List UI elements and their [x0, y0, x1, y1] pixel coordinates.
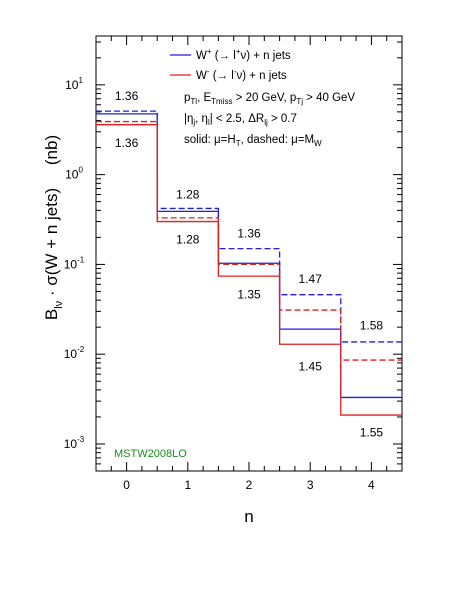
ratio-label: 1.45 — [299, 359, 323, 373]
ratio-label: 1.28 — [176, 232, 200, 246]
ratio-label: 1.36 — [237, 227, 261, 241]
x-tick-label: 0 — [123, 478, 130, 492]
legend-label-wminus: W- (→ l-ν) + n jets — [196, 67, 287, 82]
x-axis-label: n — [244, 507, 253, 526]
series-wminus-dashed — [96, 120, 402, 361]
legend-label-wplus: W+ (→ l+ν) + n jets — [196, 47, 291, 62]
cuts-line-2: |ηj, ηl| < 2.5, ΔRlj > 0.7 — [184, 113, 297, 127]
y-tick-label: 100 — [65, 166, 83, 182]
legend: W+ (→ l+ν) + n jets W- (→ l-ν) + n jets — [170, 47, 291, 82]
y-axis-label: Blν · σ(W + n jets) — [42, 188, 65, 320]
series-wplus-solid — [96, 113, 402, 399]
y-axis-unit: (nb) — [42, 135, 61, 165]
y-tick-label: 10-1 — [64, 255, 85, 271]
ratio-annotations: 1.36 1.36 1.28 1.28 1.36 1.35 1.47 1.45 1.58 1.55 — [115, 89, 383, 439]
y-tick-label: 10-3 — [64, 435, 85, 451]
x-tick-label: 3 — [307, 478, 314, 492]
x-tick-label: 4 — [368, 478, 375, 492]
ratio-label: 1.47 — [299, 272, 323, 286]
cuts-line-3: solid: μ=HT, dashed: μ=MW — [184, 134, 322, 148]
cuts-line-1: pTl, ETmiss > 20 GeV, pTj > 40 GeV — [184, 92, 355, 106]
y-tick-label: 10-2 — [64, 345, 85, 361]
y-tick-labels: 10-3 10-2 10-1 100 101 — [64, 76, 85, 451]
axis-ticks — [95, 36, 403, 472]
ratio-label: 1.55 — [360, 425, 384, 439]
ratio-label: 1.58 — [360, 318, 384, 332]
y-tick-label: 101 — [65, 76, 83, 92]
x-tick-label: 1 — [184, 478, 191, 492]
x-tick-labels: 0 1 2 3 4 — [123, 478, 375, 492]
pdf-set-label: MSTW2008LO — [114, 448, 187, 460]
ratio-label: 1.35 — [237, 288, 261, 302]
ratio-label: 1.28 — [176, 188, 200, 202]
ratio-label: 1.36 — [115, 136, 139, 150]
x-tick-label: 2 — [246, 478, 253, 492]
series-wminus-solid — [96, 124, 402, 416]
series-layer — [96, 110, 402, 416]
ratio-label: 1.36 — [115, 89, 139, 103]
